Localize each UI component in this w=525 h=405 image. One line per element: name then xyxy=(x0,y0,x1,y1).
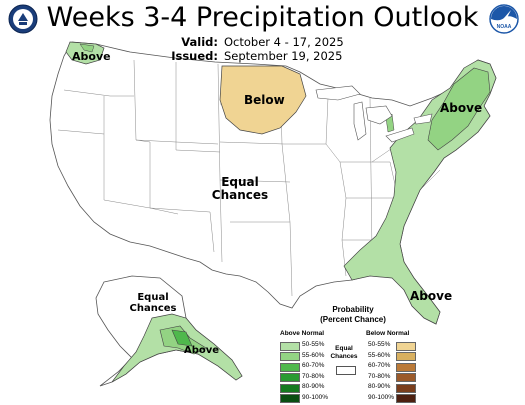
legend-above-label-5: 90-100% xyxy=(302,393,329,401)
legend-title-line2: (Percent Chance) xyxy=(320,315,386,324)
svg-text:NOAA: NOAA xyxy=(497,24,512,30)
label-alaska-equal: Equal Chances xyxy=(128,292,178,314)
label-alaska-equal-line2: Chances xyxy=(129,303,177,314)
great-lakes xyxy=(315,85,433,143)
valid-line: Valid: October 4 - 17, 2025 xyxy=(158,35,344,49)
label-conus-center-line2: Chances xyxy=(211,188,269,202)
legend-below-swatch-0 xyxy=(396,341,416,351)
legend-above-label-3: 70-80% xyxy=(302,372,325,380)
below-region-north-central xyxy=(219,65,307,135)
legend-above-label-0: 50-55% xyxy=(302,341,325,348)
label-southeast: Above xyxy=(410,289,453,303)
legend-above-label-1: 55-60% xyxy=(302,351,325,359)
legend-above-swatch-2 xyxy=(280,362,300,372)
legend-above-swatch-3 xyxy=(280,373,300,382)
above-region-pacific-nw xyxy=(65,41,105,65)
noaa-logo-icon: NOAA xyxy=(489,4,519,34)
label-alaska-equal-line1: Equal xyxy=(137,292,169,303)
legend-below-label-2: 60-70% xyxy=(368,362,391,369)
legend-below-header: Below Normal xyxy=(366,330,410,337)
legend-above-header: Above Normal xyxy=(280,330,325,337)
label-conus-center: Equal Chances xyxy=(210,176,270,202)
legend-below-swatch-5 xyxy=(396,394,416,403)
label-northeast: Above xyxy=(440,101,483,115)
legend-above-swatch-0 xyxy=(280,341,300,351)
label-north-central: Below xyxy=(244,93,285,107)
legend-below-label-1: 55-60% xyxy=(368,351,391,359)
legend-below-label-4: 80-90% xyxy=(368,383,391,390)
page-title: Weeks 3-4 Precipitation Outlook xyxy=(46,2,479,33)
legend-equal-line1: Equal xyxy=(335,345,353,352)
legend-below-swatch-2 xyxy=(396,362,416,372)
valid-value: October 4 - 17, 2025 xyxy=(224,35,344,49)
legend-above-label-2: 60-70% xyxy=(302,362,325,369)
issued-label: Issued: xyxy=(171,49,218,63)
legend-below-label-3: 70-80% xyxy=(368,372,391,380)
doc-seal-icon xyxy=(8,4,38,34)
legend-below-swatch-1 xyxy=(396,352,416,361)
label-conus-center-line1: Equal xyxy=(221,175,259,189)
label-alaska-south: Above xyxy=(184,345,220,356)
legend-title-line1: Probability xyxy=(332,305,374,314)
legend-above-swatch-1 xyxy=(280,352,300,361)
legend-equal-swatch xyxy=(336,366,356,375)
legend-above-swatch-5 xyxy=(280,394,300,403)
legend-equal-line2: Chances xyxy=(330,353,358,360)
legend-equal-label: Equal Chances xyxy=(326,345,362,361)
issued-line: Issued: September 19, 2025 xyxy=(158,49,342,63)
label-pacific-nw: Above xyxy=(72,50,111,63)
legend-below-swatch-3 xyxy=(396,373,416,382)
legend-below-label-5: 90-100% xyxy=(368,393,395,401)
valid-label: Valid: xyxy=(181,35,218,49)
legend-above-label-4: 80-90% xyxy=(302,383,325,390)
legend-above-swatch-4 xyxy=(280,383,300,393)
legend-below-swatch-4 xyxy=(396,383,416,393)
legend-below-label-0: 50-55% xyxy=(368,341,391,348)
issued-value: September 19, 2025 xyxy=(224,49,343,63)
legend-title: Probability (Percent Chance) xyxy=(308,305,398,325)
